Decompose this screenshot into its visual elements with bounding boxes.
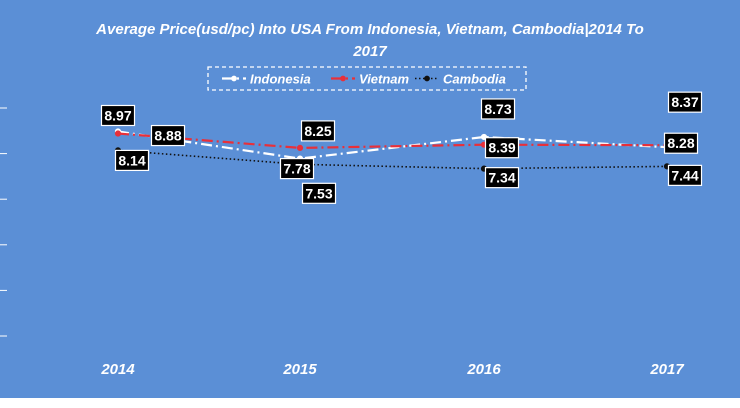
chart-title-line-1: Average Price(usd/pc) Into USA From Indo…: [95, 21, 644, 38]
data-label-box: [484, 167, 520, 189]
legend-marker: [231, 75, 237, 82]
legend-frame: [207, 66, 527, 91]
data-label-box: [667, 164, 703, 186]
data-label: 8.39: [488, 140, 515, 156]
bottom-border: [0, 398, 740, 403]
data-label: 8.97: [104, 107, 131, 123]
data-point: [114, 130, 122, 137]
legend: Indonesia Vietnam Cambodia: [207, 66, 527, 91]
legend-label: Cambodia: [443, 72, 506, 87]
data-label-box: [480, 98, 516, 120]
chart-title-line-2: 2017: [352, 43, 387, 60]
data-label: 7.78: [283, 161, 310, 177]
legend-marker: [424, 75, 430, 82]
chart-background: [0, 0, 740, 398]
data-label-box: [663, 132, 699, 154]
legend-label: Vietnam: [359, 72, 410, 87]
x-tick-label: 2014: [100, 361, 135, 378]
data-label: 8.28: [667, 135, 694, 151]
data-label-box: [100, 104, 136, 127]
data-label: 7.44: [671, 167, 698, 183]
series-line: [117, 130, 668, 160]
data-label-box: [301, 182, 337, 204]
x-tick-label: 2015: [282, 361, 317, 378]
data-label: 8.88: [154, 128, 181, 144]
data-label: 7.34: [488, 170, 515, 186]
data-label-box: [279, 158, 315, 180]
data-label: 8.14: [118, 152, 145, 168]
series-line: [117, 132, 668, 150]
data-label-box: [114, 149, 150, 172]
data-label-box: [484, 137, 520, 159]
x-axis-labels: 2014 2015 2016 2017: [100, 361, 684, 378]
data-label-box: [667, 91, 703, 113]
data-label-box: [150, 124, 186, 147]
data-labels-layer: 8.97 7.78 8.73 8.28 8.88 8.25 8.39 8.37 8.14 7.53…: [100, 91, 703, 204]
data-label: 8.25: [304, 123, 331, 139]
legend-marker: [340, 75, 346, 82]
legend-label: Indonesia: [250, 72, 311, 87]
data-label: 7.53: [305, 185, 332, 201]
x-tick-label: 2016: [466, 361, 501, 378]
y-axis-ticks: [0, 107, 7, 337]
x-tick-label: 2017: [649, 361, 684, 378]
data-label: 8.73: [484, 101, 511, 117]
data-point: [296, 144, 304, 151]
data-label-box: [300, 120, 336, 142]
data-label: 8.37: [671, 94, 698, 110]
